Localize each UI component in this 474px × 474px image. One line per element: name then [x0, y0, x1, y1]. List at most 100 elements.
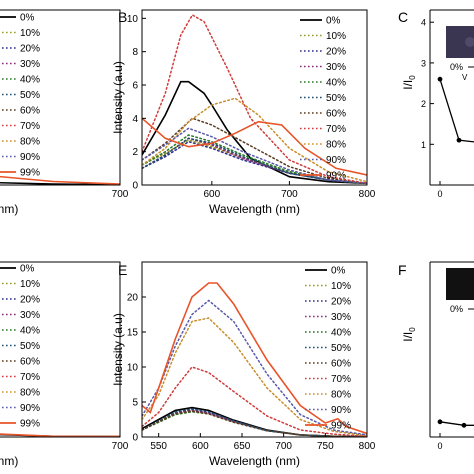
- legend-entry: 50%: [326, 93, 346, 104]
- legend-entry: 10%: [20, 28, 40, 39]
- panel-label-E: E: [118, 262, 127, 278]
- legend-entry: 80%: [20, 388, 40, 399]
- legend-entry: 70%: [331, 374, 351, 385]
- legend-entry: 99%: [20, 168, 40, 179]
- y-tick-label: 0: [132, 433, 138, 444]
- y-tick-label: 3: [421, 58, 426, 68]
- legend-entry: 90%: [331, 405, 351, 416]
- legend-entry: 20%: [326, 47, 346, 58]
- plot-frame: [0, 261, 121, 438]
- x-axis-label: Wavelength (nm): [209, 202, 300, 216]
- legend-entry: 90%: [20, 403, 40, 414]
- legend-entry: 40%: [20, 75, 40, 86]
- data-point: [461, 422, 467, 428]
- legend-entry: 90%: [20, 152, 40, 163]
- panel-label-B: B: [118, 9, 127, 25]
- inset-label: 0%: [450, 304, 463, 314]
- x-axis-label: nm): [0, 202, 18, 216]
- x-tick-label: 700: [281, 189, 298, 200]
- y-tick-label: 8: [132, 47, 138, 58]
- legend-entry: 80%: [20, 137, 40, 148]
- series-line-99pct: [0, 433, 120, 437]
- legend-entry: 10%: [326, 31, 346, 42]
- x-tick-label: 650: [234, 441, 251, 452]
- chart-panel-A: 700 nm) 0% 10% 20% 30% 40% 50% 60% 70% 80% 90% 99%: [0, 9, 129, 216]
- y-tick-label: 6: [132, 81, 138, 92]
- legend-entry: 70%: [326, 124, 346, 135]
- series-line-99pct: [142, 282, 367, 435]
- y-axis-label: Intensity (a.u): [111, 61, 125, 134]
- x-tick-label: 800: [359, 189, 376, 200]
- series-line-10pct: [142, 139, 367, 185]
- legend-entry: 60%: [20, 357, 40, 368]
- chart-panel-F: 02I/I00%: [401, 261, 474, 451]
- legend-entry: 0%: [20, 13, 35, 24]
- plot-frame: [0, 9, 121, 186]
- x-tick-label: 550: [150, 441, 167, 452]
- inset-label: 0%: [450, 62, 463, 72]
- series-line-90pct: [142, 127, 367, 185]
- x-tick-label: 600: [203, 189, 220, 200]
- legend-entry: 0%: [20, 264, 35, 275]
- legend-entry: 40%: [326, 78, 346, 89]
- plot-frame: [141, 261, 368, 438]
- y-axis-label: I/I0: [401, 75, 417, 90]
- y-axis-label: Intensity (a.u): [111, 313, 125, 386]
- legend-entry: 99%: [20, 419, 40, 430]
- legend-entry: 40%: [20, 326, 40, 337]
- legend-entry: 30%: [326, 62, 346, 73]
- series-line-40pct: [142, 134, 367, 185]
- y-axis-label: I/I0: [401, 327, 417, 342]
- legend-entry: 10%: [331, 281, 351, 292]
- legend-entry: 70%: [20, 372, 40, 383]
- series-line-0pct: [0, 433, 120, 437]
- panel-label-F: F: [398, 262, 407, 278]
- y-tick-label: 2: [132, 147, 138, 158]
- series-line-0pct: [0, 181, 120, 185]
- chart-panel-D: 700 nm) 0% 10% 20% 30% 40% 50% 60% 70% 80% 90% 99%: [0, 261, 129, 468]
- legend-entry: 50%: [331, 343, 351, 354]
- legend-entry: 30%: [331, 312, 351, 323]
- legend-entry: 60%: [20, 106, 40, 117]
- series-line-70pct: [142, 366, 367, 437]
- legend-entry: 60%: [326, 109, 346, 120]
- y-tick-label: 5: [132, 398, 138, 409]
- y-tick-label: 1: [421, 140, 426, 150]
- x-tick-label: 0: [437, 441, 442, 451]
- plot-frame: [141, 9, 368, 186]
- legend-entry: 30%: [20, 59, 40, 70]
- legend-entry: 50%: [20, 341, 40, 352]
- y-tick-label: 20: [127, 293, 139, 304]
- x-tick-label: 700: [112, 189, 129, 200]
- series-line-20pct: [142, 140, 367, 185]
- legend-entry: 0%: [331, 266, 346, 277]
- series-line-60pct: [142, 410, 367, 437]
- chart-panel-E: 550 600 650 700 750 800 0 5 10 15 20 Wavelength (nm…: [111, 261, 376, 468]
- x-tick-label: 800: [359, 441, 376, 452]
- y-tick-label: 0: [132, 181, 138, 192]
- chart-panel-C: 1 2 3 4 0I/I0 0%V: [401, 9, 474, 199]
- ratio-line: [439, 79, 474, 143]
- y-tick-label: 10: [127, 14, 139, 25]
- data-point: [437, 419, 443, 425]
- subscript-zero: 0: [408, 75, 417, 80]
- legend-entry: 99%: [326, 171, 346, 182]
- y-tick-label: 4: [132, 114, 138, 125]
- inset-axis-fragment: V: [462, 73, 468, 82]
- subscript-zero: 0: [408, 327, 417, 332]
- x-axis-label: Wavelength (nm): [209, 454, 300, 468]
- y-tick-label: 4: [421, 18, 426, 28]
- legend-entry: 90%: [326, 155, 346, 166]
- legend-entry: 70%: [20, 121, 40, 132]
- legend-entry: 10%: [20, 279, 40, 290]
- legend-entry: 80%: [331, 390, 351, 401]
- legend-entry: 50%: [20, 90, 40, 101]
- series-line-50pct: [142, 408, 367, 437]
- series-line-99pct: [0, 175, 120, 185]
- chart-panel-B: 600 700 800 0 2 4 6 8 10 Wavelength (nm) Intensity…: [111, 9, 376, 216]
- legend-entry: 20%: [20, 44, 40, 55]
- series-line-99pct: [142, 117, 367, 176]
- y-tick-label: 2: [421, 99, 426, 109]
- legend-entry: 99%: [331, 421, 351, 432]
